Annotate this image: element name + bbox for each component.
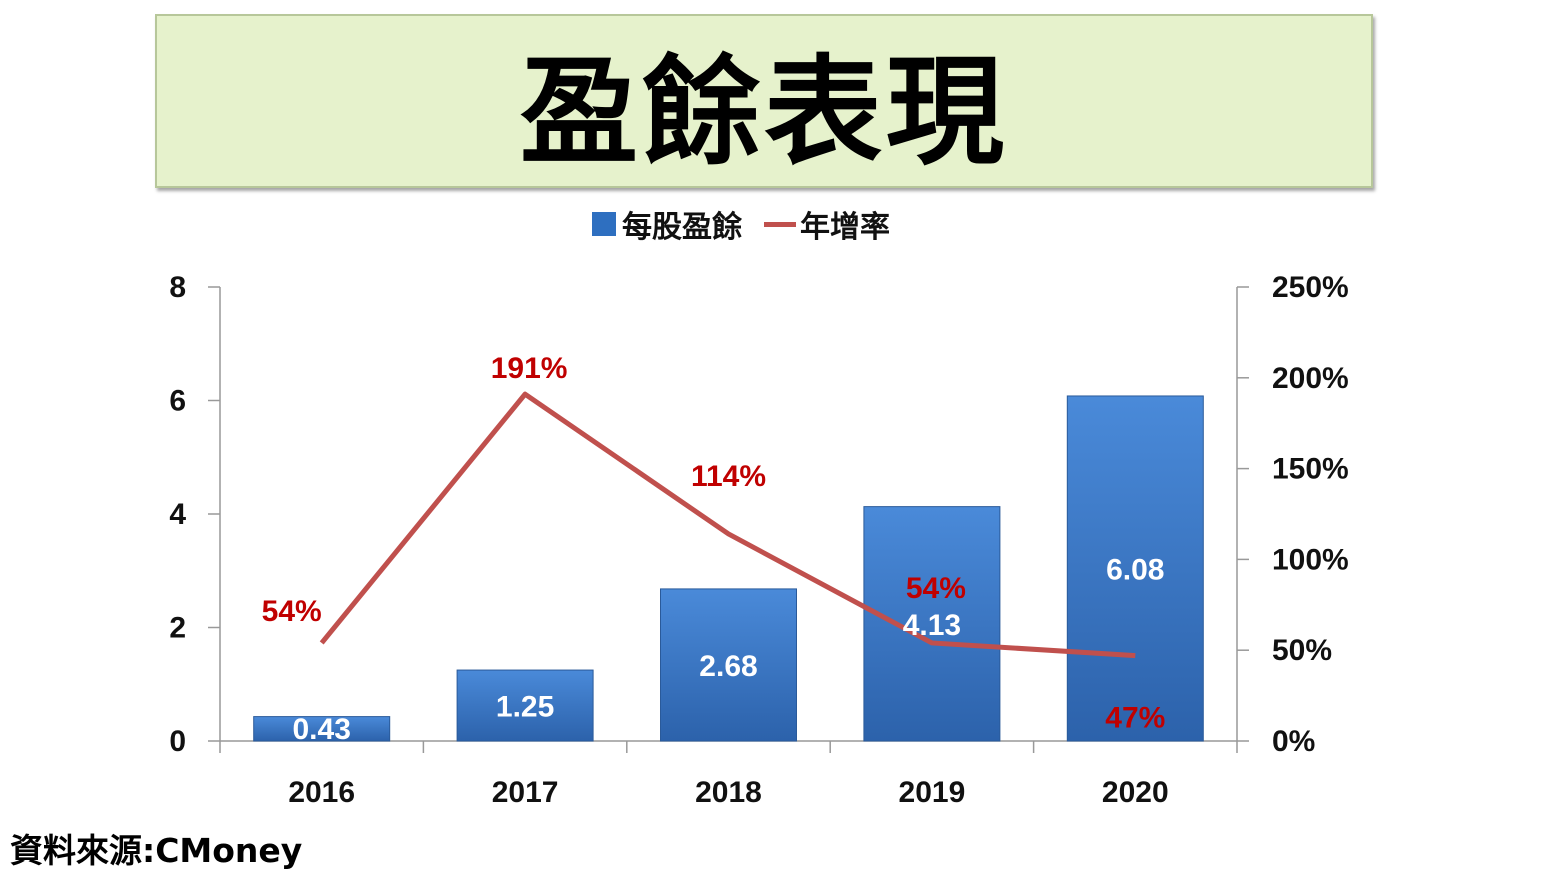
right-tick-label: 100% xyxy=(1272,543,1349,576)
eps-value-label: 6.08 xyxy=(1106,553,1164,586)
bar-series xyxy=(253,395,1204,742)
source-note: 資料來源:CMoney xyxy=(10,831,303,870)
x-tick-label: 2017 xyxy=(492,776,559,809)
growth-value-label: 54% xyxy=(262,595,322,628)
x-tick-label: 2018 xyxy=(695,776,762,809)
x-tick-label: 2016 xyxy=(288,776,355,809)
eps-bar xyxy=(253,716,391,742)
x-tick-label: 2019 xyxy=(899,776,966,809)
legend-line-swatch xyxy=(764,221,796,227)
left-tick-label: 8 xyxy=(169,271,186,304)
title-banner: 盈餘表現 xyxy=(155,14,1373,188)
growth-value-label: 54% xyxy=(906,572,966,605)
right-tick-label: 150% xyxy=(1272,453,1349,486)
left-tick-label: 2 xyxy=(169,612,186,645)
growth-value-label: 191% xyxy=(491,352,568,385)
growth-value-label: 114% xyxy=(691,460,766,493)
eps-bar xyxy=(660,588,797,742)
right-tick-label: 50% xyxy=(1272,634,1332,667)
eps-value-label: 4.13 xyxy=(903,609,961,642)
legend-eps-label: 每股盈餘 xyxy=(622,210,742,245)
growth-value-label: 47% xyxy=(1105,702,1165,735)
left-tick-label: 6 xyxy=(169,385,186,418)
eps-bar xyxy=(1066,395,1204,742)
x-tick-label: 2020 xyxy=(1102,776,1169,809)
left-tick-label: 0 xyxy=(169,725,186,758)
right-tick-label: 0% xyxy=(1272,725,1315,758)
legend-bar-swatch xyxy=(592,212,616,236)
eps-value-label: 1.25 xyxy=(496,691,554,724)
left-tick-label: 4 xyxy=(169,498,186,531)
eps-value-label: 2.68 xyxy=(699,650,757,683)
right-tick-label: 200% xyxy=(1272,362,1349,395)
page-title: 盈餘表現 xyxy=(519,42,1008,181)
right-tick-label: 250% xyxy=(1272,271,1349,304)
growth-rate-line xyxy=(319,391,1136,659)
chart-axes: 0 2 4 6 8 0% 50% 100% 150% 200% 250% 2016 2017 2018 20… xyxy=(169,271,1348,809)
eps-value-label: 0.43 xyxy=(293,713,351,746)
chart-legend: 每股盈餘 年增率 xyxy=(592,204,890,245)
legend-growth-label: 年增率 xyxy=(800,210,890,245)
eps-bar xyxy=(456,669,594,742)
eps-bar xyxy=(863,506,1001,742)
data-labels: 0.43 1.25 2.68 4.13 6.08 54% 191% 114% 54% 47% xyxy=(262,352,1166,746)
line-series xyxy=(319,391,1136,659)
